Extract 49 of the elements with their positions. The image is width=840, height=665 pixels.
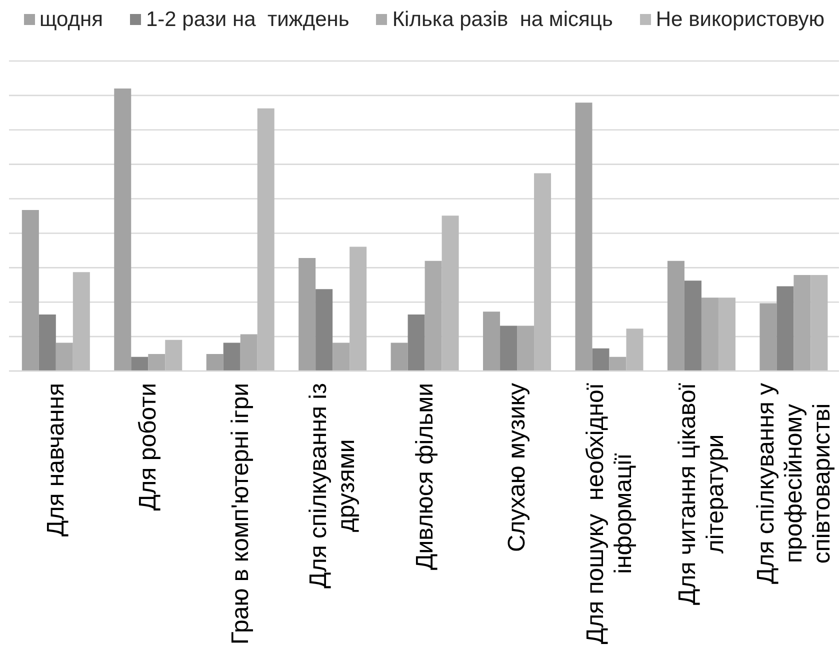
legend-label: Не використовую: [656, 8, 824, 31]
bar: [760, 303, 777, 371]
bar: [240, 334, 258, 371]
bar: [424, 260, 442, 371]
x-tick-label: Для роботи: [134, 382, 162, 511]
x-tick-label: Для навчання: [42, 382, 70, 537]
bar: [298, 258, 316, 371]
x-tick-label: Для спілкування із друзями: [305, 383, 360, 588]
bar: [626, 328, 644, 371]
bar: [483, 312, 500, 371]
x-tick-label: Для спілкування у професійному співтоваристві: [752, 382, 836, 584]
bar: [56, 342, 73, 371]
bar: [534, 173, 552, 371]
bar: [810, 274, 828, 371]
bar: [517, 326, 534, 371]
x-tick-label: Слухаю музику: [504, 383, 531, 552]
bar: [223, 342, 240, 371]
bar: [701, 298, 718, 371]
bar: [148, 354, 166, 371]
bar: [500, 326, 518, 371]
bar: [718, 298, 736, 371]
bar: [165, 340, 182, 371]
x-tick-label: Граю в комп'ютерні ігри: [226, 383, 254, 645]
bar: [575, 102, 592, 371]
bar: [794, 274, 811, 371]
bar: [114, 88, 132, 371]
bar: [257, 108, 274, 371]
bar: [350, 246, 367, 371]
bar: [442, 216, 459, 371]
x-tick-label: Дивлюся фільми: [411, 382, 438, 570]
bar: [667, 260, 684, 371]
bar: [684, 280, 702, 371]
bar: [390, 342, 408, 371]
legend-label: Кілька разів на місяць: [392, 8, 613, 31]
bar: [38, 314, 56, 371]
x-tick-label: Для читання цікавої літератури: [674, 382, 730, 606]
bar: [408, 314, 425, 371]
bar: [22, 210, 39, 371]
bar: [332, 342, 350, 371]
bar: [776, 286, 794, 371]
legend-label: 1-2 рази на тиждень: [146, 8, 350, 31]
bar: [206, 354, 224, 371]
x-tick-label: Для пошуку необхідної інформації: [582, 382, 637, 644]
bar: [609, 356, 626, 371]
bar: [72, 272, 90, 371]
legend-label: щодня: [40, 8, 103, 31]
bar: [131, 356, 148, 371]
bar: [316, 289, 333, 371]
bar: [592, 348, 610, 371]
